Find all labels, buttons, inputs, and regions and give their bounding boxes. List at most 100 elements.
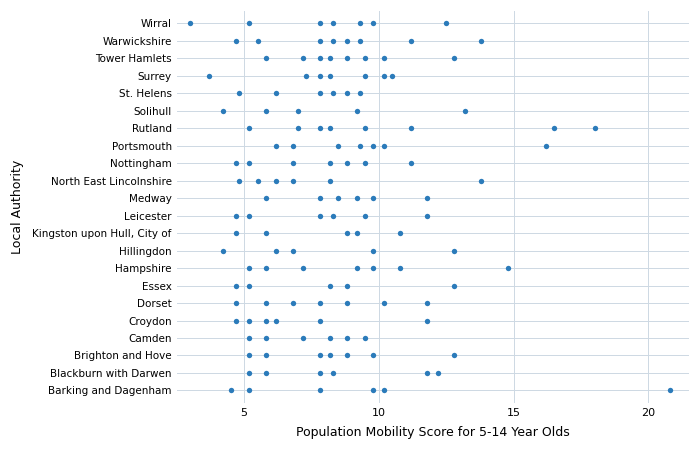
Point bbox=[422, 212, 433, 219]
Point bbox=[341, 352, 352, 359]
Point bbox=[271, 177, 282, 184]
Point bbox=[293, 125, 304, 132]
Point bbox=[405, 125, 416, 132]
Point bbox=[244, 212, 255, 219]
Point bbox=[325, 72, 336, 79]
Point bbox=[379, 142, 390, 149]
Point bbox=[441, 20, 452, 27]
Point bbox=[422, 299, 433, 306]
Point bbox=[422, 194, 433, 202]
Point bbox=[260, 317, 271, 324]
Point bbox=[314, 369, 326, 377]
Point bbox=[298, 55, 309, 62]
Point bbox=[271, 317, 282, 324]
Point bbox=[664, 387, 676, 394]
Point bbox=[368, 142, 379, 149]
Point bbox=[368, 265, 379, 272]
Point bbox=[287, 299, 298, 306]
Point bbox=[325, 282, 336, 289]
Point bbox=[314, 125, 326, 132]
Point bbox=[328, 369, 339, 377]
Point bbox=[360, 125, 371, 132]
Point bbox=[298, 265, 309, 272]
Point bbox=[540, 142, 552, 149]
Point bbox=[260, 334, 271, 342]
Point bbox=[244, 369, 255, 377]
Point bbox=[503, 265, 514, 272]
Point bbox=[325, 55, 336, 62]
Point bbox=[271, 90, 282, 97]
Point bbox=[244, 160, 255, 167]
Point bbox=[368, 352, 379, 359]
Point bbox=[314, 20, 326, 27]
Point bbox=[341, 282, 352, 289]
Point bbox=[433, 369, 444, 377]
Point bbox=[325, 352, 336, 359]
Point bbox=[244, 352, 255, 359]
Point bbox=[405, 37, 416, 45]
Point bbox=[368, 387, 379, 394]
Point bbox=[314, 317, 326, 324]
Point bbox=[341, 334, 352, 342]
Point bbox=[341, 160, 352, 167]
Point bbox=[325, 160, 336, 167]
Point bbox=[360, 160, 371, 167]
Point bbox=[244, 125, 255, 132]
Point bbox=[354, 20, 365, 27]
Point bbox=[230, 230, 241, 237]
Point bbox=[230, 317, 241, 324]
Point bbox=[230, 160, 241, 167]
Point bbox=[314, 352, 326, 359]
Point bbox=[549, 125, 560, 132]
Point bbox=[287, 160, 298, 167]
Point bbox=[260, 107, 271, 114]
Point bbox=[405, 160, 416, 167]
Point bbox=[395, 230, 406, 237]
Point bbox=[341, 299, 352, 306]
Point bbox=[449, 282, 460, 289]
Point bbox=[422, 317, 433, 324]
Point bbox=[459, 107, 470, 114]
Point bbox=[287, 177, 298, 184]
Point bbox=[325, 125, 336, 132]
Point bbox=[293, 107, 304, 114]
Point bbox=[368, 194, 379, 202]
Point bbox=[449, 352, 460, 359]
Point bbox=[230, 212, 241, 219]
Point bbox=[314, 212, 326, 219]
Point bbox=[325, 177, 336, 184]
Point bbox=[314, 37, 326, 45]
Point bbox=[244, 20, 255, 27]
Point bbox=[233, 177, 244, 184]
Point bbox=[287, 142, 298, 149]
Point bbox=[354, 142, 365, 149]
Point bbox=[351, 230, 363, 237]
Y-axis label: Local Authority: Local Authority bbox=[11, 160, 24, 254]
Point bbox=[476, 37, 487, 45]
Point bbox=[217, 107, 228, 114]
Point bbox=[422, 369, 433, 377]
Point bbox=[271, 247, 282, 254]
Point bbox=[271, 142, 282, 149]
Point bbox=[589, 125, 600, 132]
Point bbox=[314, 194, 326, 202]
Point bbox=[332, 194, 344, 202]
Point bbox=[449, 55, 460, 62]
Point bbox=[379, 55, 390, 62]
Point bbox=[252, 37, 263, 45]
Point bbox=[314, 90, 326, 97]
Point bbox=[314, 387, 326, 394]
Point bbox=[354, 37, 365, 45]
Point bbox=[360, 72, 371, 79]
Point bbox=[351, 107, 363, 114]
Point bbox=[314, 55, 326, 62]
Point bbox=[244, 282, 255, 289]
Point bbox=[233, 90, 244, 97]
Point bbox=[300, 72, 312, 79]
Point bbox=[351, 194, 363, 202]
Point bbox=[325, 334, 336, 342]
Point bbox=[328, 37, 339, 45]
Point bbox=[341, 37, 352, 45]
Point bbox=[230, 282, 241, 289]
Point bbox=[379, 299, 390, 306]
